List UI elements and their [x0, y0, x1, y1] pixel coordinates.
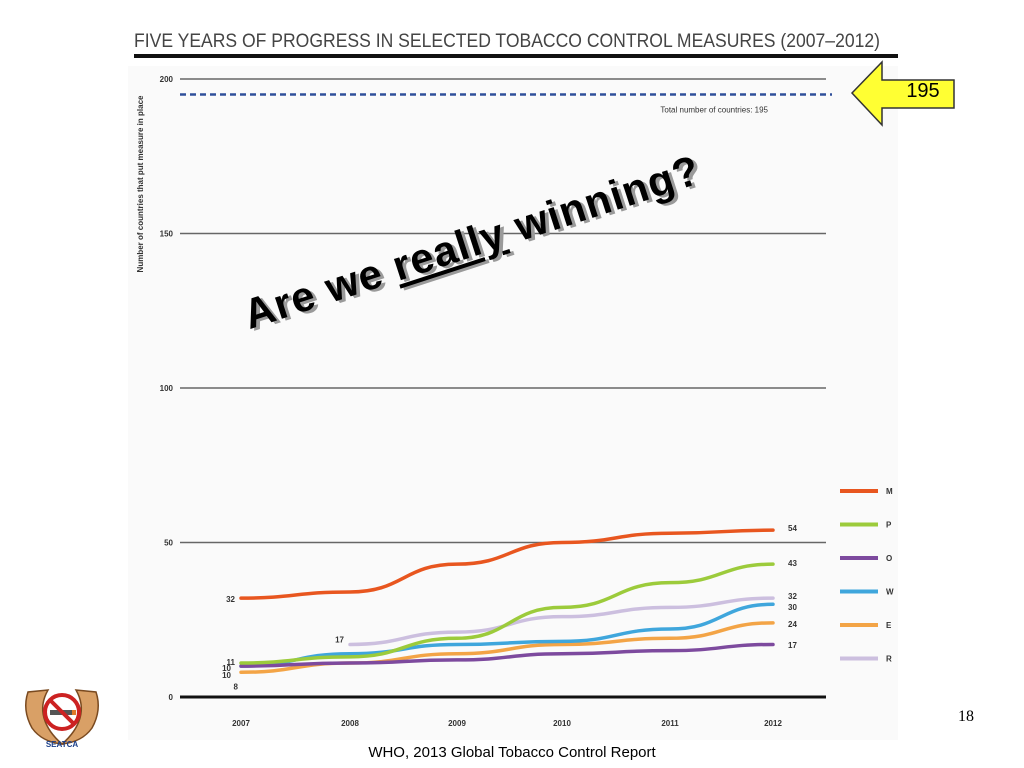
end-label: 32: [788, 592, 797, 601]
y-tick-label: 0: [169, 693, 174, 702]
legend-label: W: [886, 588, 894, 597]
source-citation: WHO, 2013 Global Tobacco Control Report: [368, 744, 656, 761]
y-axis-label: Number of countries that put measure in …: [136, 95, 145, 272]
legend-label: P: [886, 521, 892, 530]
x-tick-label: 2012: [764, 719, 782, 728]
end-label: 17: [788, 641, 797, 650]
start-label: 10: [222, 671, 231, 680]
x-tick-label: 2007: [232, 719, 250, 728]
callout-value: 195: [906, 80, 940, 102]
series-line-W: [239, 602, 775, 668]
x-tick-label: 2008: [341, 719, 359, 728]
end-label: 43: [788, 559, 797, 568]
start-label: 17: [335, 635, 344, 644]
end-label: 24: [788, 620, 797, 629]
series-line-M: [239, 528, 775, 600]
start-label: 8: [234, 682, 239, 691]
y-tick-label: 100: [160, 384, 174, 393]
legend-label: M: [886, 487, 893, 496]
start-label: 32: [226, 595, 235, 604]
start-label: 11: [227, 658, 236, 667]
logo-label: SEATCA: [46, 740, 79, 749]
callout-arrow: [850, 60, 955, 127]
x-tick-label: 2009: [448, 719, 466, 728]
legend-label: O: [886, 554, 892, 563]
start-label: 10: [222, 664, 231, 673]
y-tick-label: 50: [164, 539, 173, 548]
seatca-logo-icon: SEATCA: [25, 689, 99, 749]
chart-title: FIVE YEARS OF PROGRESS IN SELECTED TOBAC…: [134, 31, 880, 52]
slide-number: 18: [958, 708, 974, 725]
legend-label: R: [886, 655, 892, 664]
end-label: 30: [788, 603, 797, 612]
series-line-P: [239, 562, 775, 665]
series-line-R: [348, 596, 775, 647]
reference-line-label: Total number of countries: 195: [660, 105, 768, 114]
chart-panel: [128, 66, 898, 740]
end-label: 54: [788, 524, 797, 533]
x-tick-label: 2010: [553, 719, 571, 728]
series-line-O: [239, 642, 775, 668]
x-tick-label: 2011: [661, 719, 679, 728]
y-tick-label: 200: [160, 75, 174, 84]
y-tick-label: 150: [160, 230, 174, 239]
legend-label: E: [886, 621, 892, 630]
